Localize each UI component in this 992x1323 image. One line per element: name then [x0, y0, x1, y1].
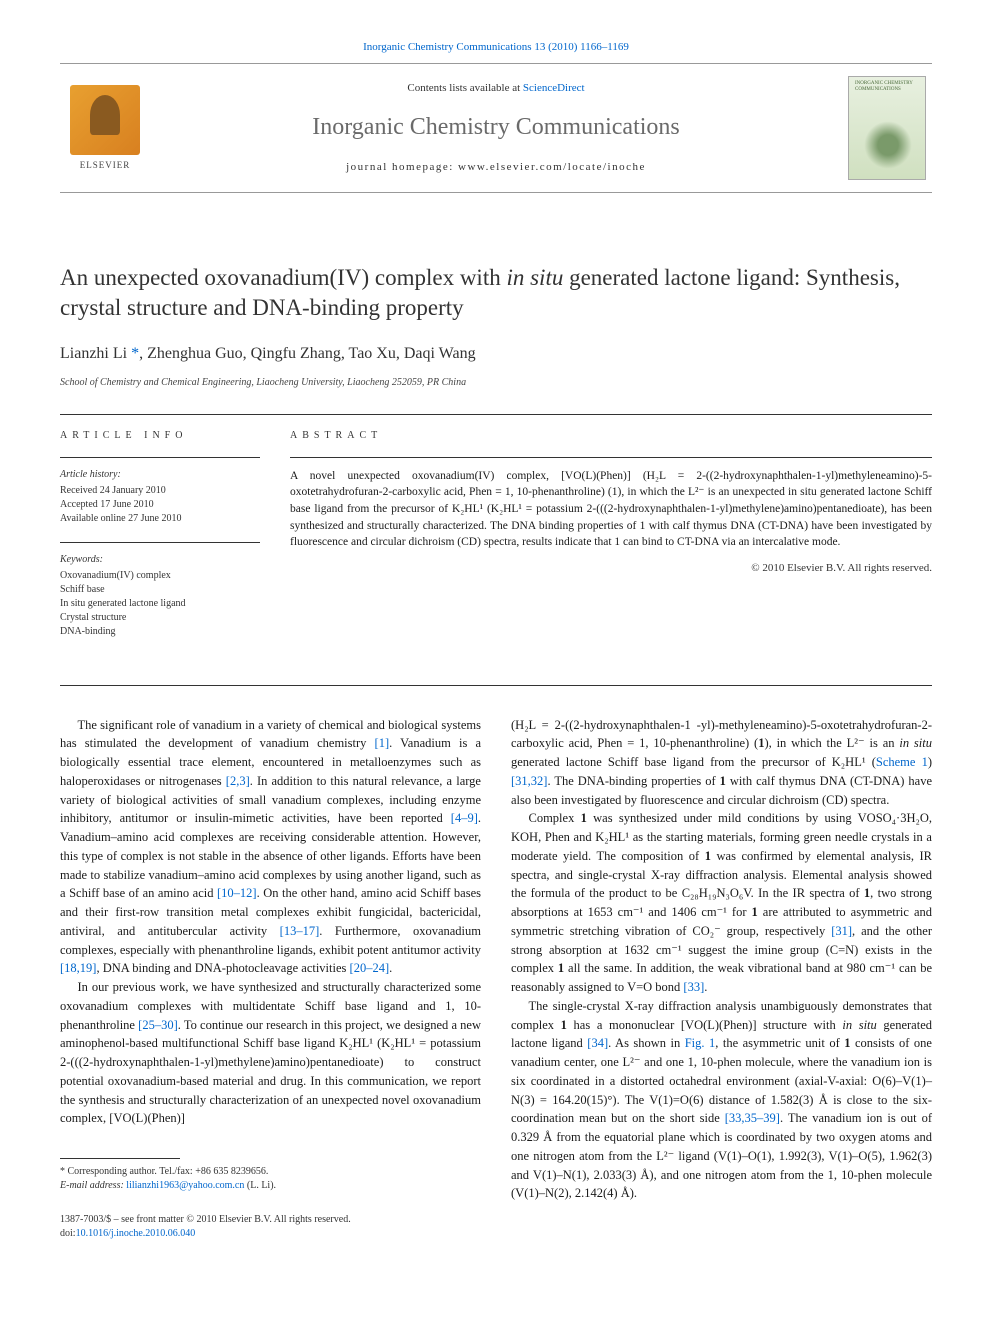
abstract-label: ABSTRACT [290, 429, 932, 443]
ref-link[interactable]: [33,35–39] [725, 1111, 780, 1125]
body-paragraph: In our previous work, we have synthesize… [60, 978, 481, 1128]
homepage-line: journal homepage: www.elsevier.com/locat… [346, 160, 646, 175]
ref-link[interactable]: [2,3] [226, 774, 250, 788]
contents-line: Contents lists available at ScienceDirec… [407, 81, 584, 96]
publisher-logo: ELSEVIER [60, 64, 150, 192]
left-column: The significant role of vanadium in a va… [60, 716, 481, 1242]
figure-link[interactable]: Fig. 1 [685, 1036, 716, 1050]
journal-header-band: ELSEVIER Contents lists available at Sci… [60, 63, 932, 193]
divider [60, 685, 932, 686]
divider [290, 457, 932, 458]
email-link[interactable]: lilianzhi1963@yahoo.com.cn [126, 1180, 244, 1191]
elsevier-tree-icon [70, 85, 140, 155]
keyword: Crystal structure [60, 611, 260, 625]
doi-link[interactable]: 10.1016/j.inoche.2010.06.040 [76, 1228, 196, 1239]
body-paragraph: Complex 1 was synthesized under mild con… [511, 809, 932, 997]
keyword: In situ generated lactone ligand [60, 597, 260, 611]
ref-link[interactable]: [34] [587, 1036, 608, 1050]
cover-image: INORGANIC CHEMISTRY COMMUNICATIONS [848, 76, 926, 180]
affiliation: School of Chemistry and Chemical Enginee… [60, 376, 932, 390]
divider [60, 457, 260, 458]
divider [60, 414, 932, 415]
body-paragraph: (H₂L = 2-((2-hydroxynaphthalen-1 -yl)-me… [511, 716, 932, 810]
citation-header: Inorganic Chemistry Communications 13 (2… [60, 40, 932, 55]
sciencedirect-link[interactable]: ScienceDirect [523, 82, 585, 94]
article-title: An unexpected oxovanadium(IV) complex wi… [60, 263, 932, 323]
footnote-divider [60, 1158, 180, 1159]
corresponding-author-footnote: * Corresponding author. Tel./fax: +86 63… [60, 1165, 481, 1193]
article-history: Article history: Received 24 January 201… [60, 468, 260, 526]
ref-link[interactable]: [33] [683, 980, 704, 994]
citation-link[interactable]: Inorganic Chemistry Communications 13 (2… [363, 41, 629, 53]
scheme-link[interactable]: Scheme 1 [876, 755, 928, 769]
journal-name: Inorganic Chemistry Communications [312, 111, 680, 145]
authors-list: Lianzhi Li *, Zhenghua Guo, Qingfu Zhang… [60, 343, 932, 365]
corresponding-author-link[interactable]: * [131, 345, 139, 362]
body-paragraph: The significant role of vanadium in a va… [60, 716, 481, 979]
journal-cover-thumb: INORGANIC CHEMISTRY COMMUNICATIONS [842, 64, 932, 192]
ref-link[interactable]: [4–9] [451, 811, 478, 825]
keyword: Schiff base [60, 583, 260, 597]
ref-link[interactable]: [1] [375, 736, 390, 750]
article-info-label: ARTICLE INFO [60, 429, 260, 443]
keywords-block: Keywords: Oxovanadium(IV) complex Schiff… [60, 553, 260, 639]
body-paragraph: The single-crystal X-ray diffraction ana… [511, 997, 932, 1203]
ref-link[interactable]: [31] [831, 924, 852, 938]
publisher-name: ELSEVIER [80, 159, 131, 172]
abstract-copyright: © 2010 Elsevier B.V. All rights reserved… [290, 561, 932, 576]
ref-link[interactable]: [18,19] [60, 961, 96, 975]
ref-link[interactable]: [31,32] [511, 774, 547, 788]
abstract-text: A novel unexpected oxovanadium(IV) compl… [290, 468, 932, 551]
homepage-url[interactable]: www.elsevier.com/locate/inoche [458, 161, 646, 173]
keyword: Oxovanadium(IV) complex [60, 569, 260, 583]
body-columns: The significant role of vanadium in a va… [60, 716, 932, 1242]
keyword: DNA-binding [60, 625, 260, 639]
ref-link[interactable]: [20–24] [350, 961, 390, 975]
ref-link[interactable]: [10–12] [217, 886, 257, 900]
front-matter-block: 1387-7003/$ – see front matter © 2010 El… [60, 1213, 481, 1241]
ref-link[interactable]: [25–30] [138, 1018, 178, 1032]
right-column: (H₂L = 2-((2-hydroxynaphthalen-1 -yl)-me… [511, 716, 932, 1242]
divider [60, 542, 260, 543]
ref-link[interactable]: [13–17] [280, 924, 320, 938]
header-center: Contents lists available at ScienceDirec… [150, 64, 842, 192]
